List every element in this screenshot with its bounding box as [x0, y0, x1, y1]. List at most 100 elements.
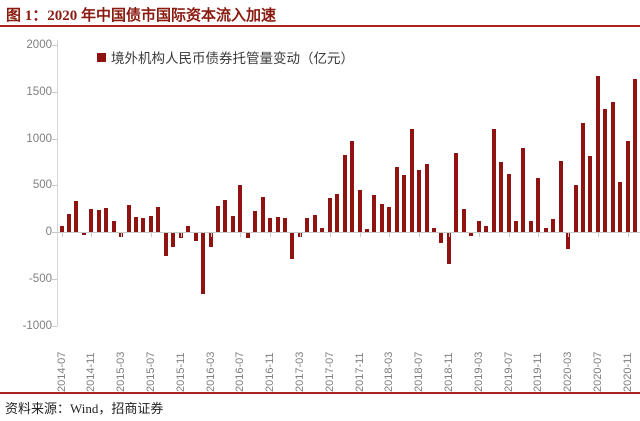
- bar: [268, 218, 273, 232]
- bar: [141, 217, 146, 232]
- x-axis-tick: [568, 233, 570, 237]
- bar: [439, 233, 444, 243]
- bar: [581, 123, 585, 232]
- y-axis-label: -500: [28, 272, 52, 285]
- x-axis-label: 2017-11: [353, 352, 366, 392]
- bar: [59, 225, 64, 232]
- bar: [260, 197, 265, 232]
- bar: [148, 216, 153, 232]
- x-axis-line: [57, 232, 640, 233]
- x-axis-label: 2020-03: [562, 351, 575, 392]
- y-axis-tick: [52, 185, 57, 187]
- x-axis-tick: [150, 233, 152, 237]
- y-axis-tick: [52, 278, 57, 280]
- bar: [484, 226, 489, 232]
- x-axis-tick: [627, 233, 629, 237]
- source-text: 资料来源：Wind，招商证券: [5, 401, 164, 416]
- bar: [96, 210, 101, 232]
- x-axis-label: 2014-07: [55, 351, 68, 392]
- x-axis-tick: [508, 233, 510, 237]
- x-axis-tick: [329, 233, 331, 237]
- bar: [342, 154, 347, 232]
- bar: [454, 153, 459, 232]
- x-axis-tick: [359, 233, 361, 237]
- title-rule: [0, 25, 640, 27]
- x-axis-label: 2018-11: [442, 352, 455, 392]
- footer-rule: [0, 392, 640, 394]
- bar: [283, 217, 287, 232]
- x-axis-tick: [270, 233, 272, 237]
- bar: [253, 210, 258, 232]
- bar: [156, 206, 161, 232]
- bar: [558, 160, 563, 232]
- x-axis-label: 2018-07: [413, 351, 426, 392]
- legend: 境外机构人民币债券托管量变动（亿元）: [97, 47, 354, 67]
- x-axis-tick: [299, 233, 301, 237]
- legend-label: 境外机构人民币债券托管量变动（亿元）: [111, 51, 354, 66]
- x-axis-label: 2016-07: [234, 351, 247, 392]
- y-axis-tick: [52, 325, 57, 327]
- x-axis-label: 2019-03: [472, 351, 485, 392]
- bar: [193, 233, 198, 241]
- bar: [506, 174, 511, 232]
- bar: [275, 216, 280, 232]
- bar: [66, 213, 71, 232]
- bar: [327, 198, 332, 232]
- bar: [521, 148, 526, 232]
- x-axis-tick: [448, 233, 450, 237]
- page-title: 图 1：2020 年中国债市国际资本流入加速: [6, 8, 277, 24]
- bar: [409, 129, 414, 232]
- bar: [513, 220, 518, 232]
- bar: [163, 233, 168, 256]
- bar: [543, 228, 548, 232]
- bar: [81, 233, 86, 235]
- bar: [379, 203, 384, 232]
- bar: [432, 228, 436, 232]
- bar: [201, 233, 206, 295]
- bar: [89, 209, 94, 232]
- x-axis-label: 2020-11: [621, 352, 634, 392]
- bar: [424, 163, 429, 232]
- bar: [171, 233, 176, 247]
- x-axis-label: 2015-03: [115, 351, 128, 392]
- bar: [551, 218, 556, 232]
- x-axis-tick: [61, 233, 63, 237]
- bar: [633, 78, 638, 232]
- bar: [573, 184, 578, 232]
- bar: [446, 233, 451, 264]
- x-axis-label: 2019-11: [532, 352, 545, 392]
- bar: [223, 199, 228, 232]
- bar: [461, 209, 466, 232]
- y-axis-tick: [52, 45, 57, 46]
- bar: [230, 216, 235, 232]
- bar: [618, 181, 623, 232]
- bar: [469, 233, 474, 237]
- bar: [305, 218, 310, 232]
- x-axis-label: 2020-07: [591, 351, 604, 392]
- x-axis-tick: [91, 233, 93, 237]
- bar: [536, 178, 541, 232]
- x-axis-label: 2019-07: [502, 351, 515, 392]
- bar: [312, 215, 317, 232]
- bar: [208, 233, 213, 247]
- y-axis-tick: [52, 91, 57, 93]
- bar: [491, 129, 496, 232]
- bar: [364, 229, 369, 232]
- bar: [335, 194, 340, 232]
- x-axis-label: 2014-11: [85, 352, 98, 392]
- y-axis-tick: [52, 138, 57, 140]
- bar: [350, 140, 355, 232]
- bar: [476, 220, 481, 232]
- x-axis-tick: [121, 233, 123, 237]
- x-axis-tick: [597, 233, 599, 237]
- x-axis-label: 2016-11: [264, 352, 277, 392]
- bar: [588, 155, 593, 232]
- bar: [387, 206, 392, 232]
- x-axis-tick: [538, 233, 540, 237]
- x-axis-tick: [389, 233, 391, 237]
- x-axis-label: 2015-11: [174, 352, 187, 392]
- bar: [111, 220, 116, 232]
- x-axis-tick: [478, 233, 480, 237]
- bar: [320, 228, 325, 232]
